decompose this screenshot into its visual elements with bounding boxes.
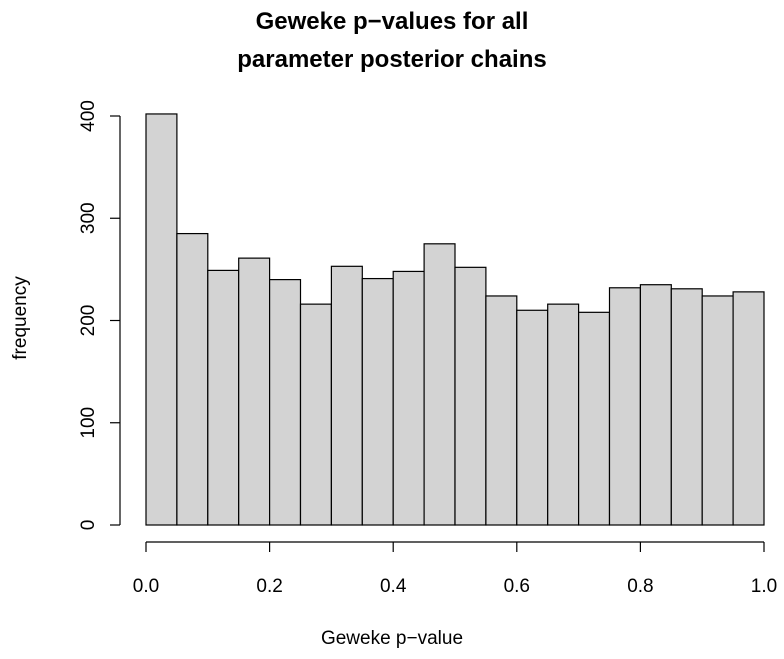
y-tick-label: 0: [78, 520, 99, 531]
y-tick-label: 100: [78, 407, 99, 439]
x-tick-label: 0.0: [133, 576, 159, 597]
x-tick-label: 0.6: [504, 576, 530, 597]
histogram-bar: [485, 295, 518, 526]
histogram-bar: [732, 291, 765, 526]
histogram-bar: [269, 279, 302, 526]
x-axis-label: Geweke p−value: [320, 628, 464, 649]
x-tick-label: 0.4: [380, 576, 407, 597]
histogram-bar: [516, 309, 549, 526]
histogram-bar: [207, 269, 240, 526]
y-axis-label: frequency: [10, 276, 31, 360]
chart-title-line-1: Geweke p−values for all: [255, 8, 529, 35]
histogram-bar: [577, 311, 611, 526]
histogram-bar: [330, 265, 363, 526]
x-tick-label: 0.2: [256, 576, 282, 597]
histogram-bar: [176, 232, 209, 526]
y-axis: 0 100 200 300 400: [78, 100, 121, 531]
histogram-bar: [423, 243, 456, 526]
y-tick-label: 300: [78, 202, 99, 234]
histogram-bar: [547, 303, 580, 526]
histogram-bar: [361, 277, 394, 526]
y-tick-label: 400: [78, 100, 99, 132]
histogram-bar: [670, 288, 703, 526]
histogram-bar: [238, 257, 271, 526]
x-axis: 0.0 0.2 0.4 0.6 0.8 1.0: [133, 541, 777, 597]
histogram-bar: [639, 284, 672, 526]
chart-title-line-2: parameter posterior chains: [237, 46, 547, 73]
histogram-bar: [454, 266, 487, 526]
x-tick-label: 1.0: [751, 576, 777, 597]
y-tick-label: 200: [78, 305, 99, 337]
x-tick-label: 0.8: [627, 576, 653, 597]
histogram-bar: [299, 303, 332, 526]
histogram-bar: [145, 113, 178, 526]
histogram-bars: [145, 113, 765, 526]
histogram-bar: [608, 287, 641, 526]
histogram-bar: [701, 295, 734, 526]
histogram-bar: [392, 270, 425, 526]
